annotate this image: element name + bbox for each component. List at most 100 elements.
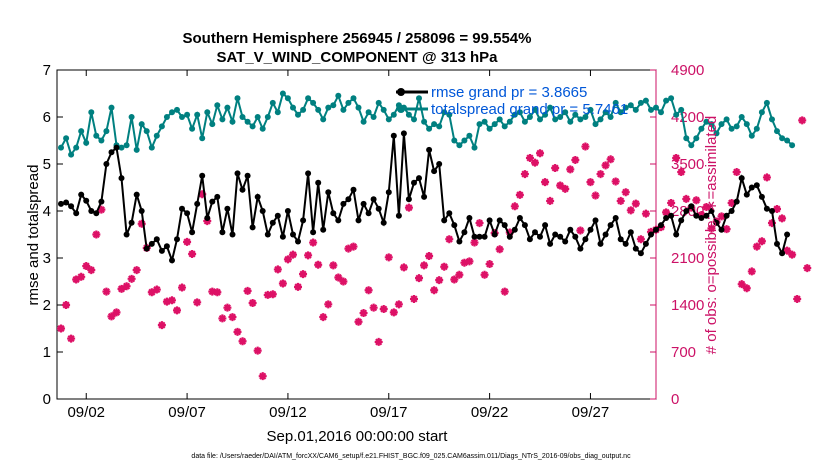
spread-point — [355, 104, 362, 111]
obs-point — [783, 246, 792, 255]
obs-point — [132, 266, 141, 275]
y-tick-label-left: 5 — [43, 156, 51, 173]
rmse-point — [693, 212, 700, 219]
spread-point — [214, 102, 221, 109]
rmse-point — [572, 233, 579, 240]
spread-series — [58, 90, 796, 158]
y-tick-label-left: 6 — [43, 109, 51, 126]
obs-point — [344, 244, 353, 253]
rmse-point — [607, 222, 614, 229]
spread-point — [128, 114, 135, 120]
obs-point — [188, 249, 197, 258]
y-tick-label-left: 1 — [43, 344, 51, 361]
obs-point — [722, 225, 731, 234]
obs-point — [530, 158, 539, 167]
spread-point — [733, 123, 740, 130]
obs-point — [576, 226, 585, 235]
spread-point — [592, 121, 599, 128]
spread-point — [411, 116, 417, 123]
obs-point — [248, 298, 257, 307]
obs-point — [319, 313, 328, 322]
obs-point — [435, 276, 444, 285]
rmse-point — [516, 215, 523, 221]
spread-point — [456, 142, 463, 149]
spread-point — [224, 104, 231, 111]
spread-point — [78, 128, 85, 135]
spread-point — [612, 99, 619, 106]
spread-point — [370, 114, 377, 120]
spread-point — [784, 137, 791, 144]
obs-point — [173, 306, 182, 315]
y-tick-label-left: 3 — [43, 250, 51, 267]
spread-point — [703, 118, 710, 125]
spread-point — [607, 114, 614, 120]
spread-point — [305, 95, 312, 102]
spread-point — [738, 114, 745, 120]
spread-point — [269, 99, 276, 106]
spread-point — [542, 111, 549, 118]
spread-point — [98, 137, 105, 144]
rmse-point — [93, 210, 100, 217]
obs-point — [581, 142, 590, 151]
rmse-point — [582, 236, 589, 243]
rmse-point — [632, 245, 639, 252]
obs-point — [183, 237, 192, 246]
rmse-point — [330, 210, 337, 217]
obs-point — [601, 161, 610, 170]
spread-point — [284, 95, 291, 102]
rmse-point — [496, 217, 503, 224]
spread-point — [204, 109, 211, 116]
chart-title-line2: SAT_V_WIND_COMPONENT @ 313 hPa — [216, 49, 498, 66]
spread-point — [431, 121, 438, 128]
spread-point — [602, 109, 609, 116]
obs-point — [314, 260, 323, 269]
obs-point — [450, 275, 459, 284]
rmse-point — [718, 226, 725, 233]
spread-point — [254, 114, 261, 120]
rmse-point — [617, 236, 624, 243]
obs-point — [586, 178, 595, 187]
spread-point — [426, 125, 433, 132]
rmse-point — [365, 210, 372, 217]
obs-point — [62, 301, 71, 309]
obs-point — [82, 262, 91, 271]
y-tick-label-right: 1400 — [671, 297, 704, 314]
spread-point — [234, 95, 241, 102]
spread-point — [552, 116, 559, 123]
obs-point — [299, 270, 308, 279]
rmse-point — [663, 215, 670, 221]
rmse-point — [345, 196, 352, 203]
spread-point — [648, 106, 654, 113]
spread-point — [537, 116, 543, 123]
obs-point — [294, 282, 303, 291]
spread-point — [758, 109, 765, 116]
obs-point — [425, 251, 434, 260]
spread-point — [567, 118, 574, 125]
spread-point — [753, 125, 760, 132]
rmse-point — [138, 208, 145, 214]
x-tick-label: 09/07 — [168, 404, 206, 421]
rmse-point — [456, 238, 463, 245]
rmse-point — [642, 240, 649, 247]
rmse-point — [451, 222, 458, 229]
spread-point — [532, 106, 538, 113]
rmse-point — [214, 193, 221, 200]
obs-point — [374, 337, 383, 346]
spread-point — [476, 121, 483, 128]
rmse-point — [779, 250, 786, 257]
rmse-point — [461, 229, 468, 236]
rmse-point — [209, 198, 216, 205]
rmse-point — [698, 215, 705, 221]
obs-point — [304, 251, 313, 260]
obs-point — [440, 262, 449, 271]
rmse-point — [380, 219, 387, 226]
obs-point — [747, 267, 756, 276]
spread-point — [244, 118, 251, 125]
obs-point — [566, 165, 575, 174]
rmse-point — [315, 179, 322, 186]
rmse-point — [748, 184, 755, 191]
obs-point — [742, 284, 751, 293]
